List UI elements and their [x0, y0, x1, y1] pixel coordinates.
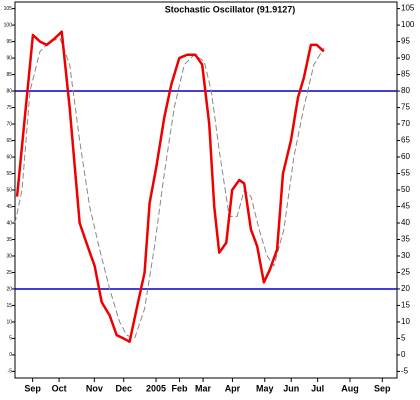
oscillator-line	[15, 30, 325, 343]
signal-line	[14, 37, 325, 339]
y-tick-label-left: 80	[6, 88, 12, 94]
y-tick-label-left: 40	[6, 220, 12, 226]
y-tick-label-right: 20	[401, 284, 410, 293]
y-tick-label-right: 60	[401, 152, 410, 161]
y-tick-label-right: 30	[401, 251, 410, 260]
x-tick-label: Dec	[115, 383, 132, 393]
y-tick-label-left: 95	[6, 39, 12, 45]
x-tick-label: Oct	[52, 383, 67, 393]
y-tick-label-left: 45	[6, 204, 12, 210]
y-tick-label-left: 20	[6, 286, 12, 292]
y-tick-label-left: 75	[6, 105, 12, 111]
y-tick-label-right: 35	[401, 235, 410, 244]
y-tick-label-left: 100	[4, 22, 13, 28]
y-tick-label-right: 100	[401, 20, 415, 29]
y-tick-label-left: 25	[6, 270, 12, 276]
y-tick-label-right: 95	[401, 37, 410, 46]
y-tick-label-left: 70	[6, 121, 12, 127]
plot-frame	[14, 1, 398, 379]
y-tick-label-right: 55	[401, 169, 410, 178]
y-tick-label-right: 45	[401, 202, 410, 211]
y-tick-label-left: 85	[6, 72, 12, 78]
y-tick-label-right: -5	[401, 367, 409, 376]
x-tick-label: 2005	[146, 383, 166, 393]
chart-title: Stochastic Oscillator (91.9127)	[165, 4, 296, 14]
y-tick-label-right: 90	[401, 53, 410, 62]
y-tick-label-right: 5	[401, 334, 406, 343]
y-tick-label-right: 65	[401, 136, 410, 145]
x-tick-label: Sep	[374, 383, 391, 393]
x-tick-label: May	[256, 383, 274, 393]
y-tick-label-right: 70	[401, 119, 410, 128]
x-tick-label: Sep	[24, 383, 41, 393]
y-tick-label-right: 50	[401, 185, 410, 194]
y-tick-label-left: 35	[6, 237, 12, 243]
x-tick-label: Mar	[195, 383, 212, 393]
y-tick-label-left: 65	[6, 138, 12, 144]
y-tick-label-left: 55	[6, 171, 12, 177]
y-tick-label-right: 0	[401, 350, 406, 359]
y-tick-label-left: 30	[6, 253, 12, 259]
y-tick-label-left: 5	[9, 336, 12, 342]
x-tick-label: Apr	[225, 383, 241, 393]
y-tick-label-right: 105	[401, 4, 415, 13]
x-tick-label: Aug	[341, 383, 359, 393]
x-tick-label: Jun	[283, 383, 299, 393]
y-tick-label-right: 75	[401, 103, 410, 112]
y-tick-label-left: 60	[6, 154, 12, 160]
y-tick-label-right: 80	[401, 86, 410, 95]
y-tick-label-left: 0	[9, 352, 12, 358]
x-tick-label: Nov	[86, 383, 103, 393]
y-tick-label-left: 50	[6, 187, 12, 193]
x-tick-label: Feb	[172, 383, 189, 393]
y-tick-label-left: 10	[6, 319, 12, 325]
y-tick-label-left: 105	[4, 6, 13, 12]
y-tick-label-right: 85	[401, 70, 410, 79]
y-tick-label-left: -5	[8, 369, 13, 375]
x-tick-label: Jul	[311, 383, 324, 393]
y-tick-label-right: 15	[401, 301, 410, 310]
y-tick-label-right: 25	[401, 268, 410, 277]
y-tick-label-right: 40	[401, 218, 410, 227]
y-tick-label-right: 10	[401, 317, 410, 326]
y-tick-label-left: 15	[6, 303, 12, 309]
y-tick-label-left: 90	[6, 55, 12, 61]
